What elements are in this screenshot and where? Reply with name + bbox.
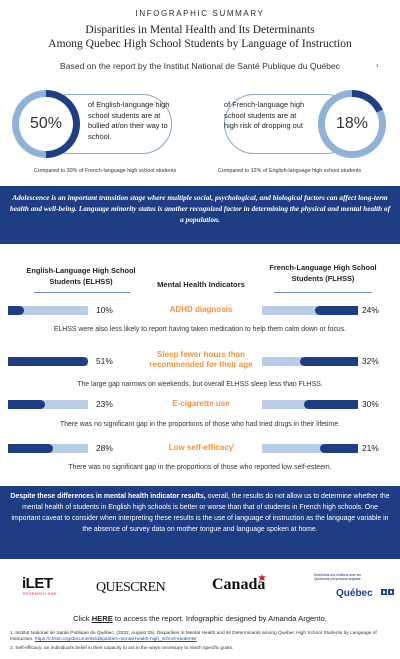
indicator-footnote-marker: 2 [232,442,235,447]
footnote-1-text: 1. Institut National de Santé Publique d… [10,631,377,643]
ilet-subtitle: RESEARCH HUB [23,592,57,596]
elhss-bar [8,444,53,453]
flhss-bar [320,444,358,453]
dropout-comparison: Compared to 12% of English-language high… [218,168,362,174]
kicker: INFOGRAPHIC SUMMARY [135,9,265,18]
intro-band: Adolescence is an important transition s… [0,186,400,244]
elhss-bar [8,357,88,366]
fleur-de-lis-icon [388,589,394,595]
flhss-percent: 32% [362,356,379,366]
bullying-stat-text: of English-language high school students… [88,100,170,141]
elhss-percent: 10% [96,305,113,315]
quebec-secretariat-text: Secrétariat aux relations avec les Québé… [314,573,361,581]
elhss-percent: 23% [96,399,113,409]
elhss-percent: 28% [96,443,113,453]
flhss-bar-track [262,306,358,315]
quebec-wordmark: Québec [336,588,373,599]
bullying-percent: 50% [19,97,73,151]
indicator-note: The large gap narrows on weekends, but o… [77,381,323,388]
footnote-2: 2. Self-efficacy: an individual's belief… [10,646,234,651]
indicator-note: ELHSS were also less likely to report ha… [53,326,347,333]
bullying-ring-chart: 50% [12,90,80,158]
bullying-comparison: Compared to 30% of French-language high … [34,168,177,174]
conclusion-band: Despite these differences in mental heal… [0,486,400,559]
flhss-percent: 30% [362,399,379,409]
report-source: Based on the report by the Institut Nati… [60,61,340,71]
page-title-line-2: Among Quebec High School Students by Lan… [48,38,352,50]
elhss-bar-track [8,400,88,409]
elhss-percent: 51% [96,356,113,366]
flhss-bar [314,306,358,315]
elhss-bar [8,400,45,409]
flhss-percent: 24% [362,305,379,315]
elhss-header-divider [34,292,130,293]
indicator-note: There was no significant gap in the prop… [60,421,340,428]
elhss-column-header: English-Language High School Students (E… [26,266,136,286]
report-footnote-marker: 1 [376,63,379,68]
dropout-ring-chart: 18% [318,90,386,158]
footnote-1-link[interactable]: https://chssn.org/documents/disparities-… [34,637,197,643]
report-link-line: Click HERE to access the report. Infogra… [0,614,400,623]
flhss-header-divider [274,292,372,293]
ilet-wordmark: iLET [22,575,53,592]
footnote-1: 1. Institut National de Santé Publique d… [10,631,396,644]
link-prefix: Click [73,614,92,623]
indicator-name: Low self-efficacy [168,443,234,452]
conclusion-body: overall, the results do not allow us to … [11,493,390,533]
flhss-column-header: French-Language High School Students (FL… [269,263,377,283]
indicator-name: E-cigarette use [172,399,230,408]
canada-wordmark: Canada [212,576,266,593]
dropout-percent: 18% [325,97,379,151]
ilet-logo: iLET RESEARCH HUB [22,575,68,601]
indicator-note: There was no significant gap in the prop… [68,464,332,471]
flhss-bar-track [262,444,358,453]
elhss-bar-track [8,306,88,315]
link-suffix: to access the report. Infographic design… [112,614,327,623]
indicator-name: Sleep fewer hours than recommended for t… [149,350,253,369]
elhss-bar [8,306,24,315]
dropout-stat-text: of French-language high school students … [224,100,305,131]
flhss-percent: 21% [362,443,379,453]
conclusion-lead: Despite these differences in mental heal… [10,493,206,500]
page-title-line-1: Disparities in Mental Health and Its Det… [85,24,315,36]
fleur-de-lis-icon [381,589,387,595]
flhss-bar [304,400,358,409]
quescren-logo: QUESCREN [96,580,166,595]
maple-leaf-icon [258,574,266,581]
indicator-name: ADHD diagnosis [169,305,233,314]
report-link[interactable]: HERE [91,614,113,623]
flhss-bar [300,357,358,366]
indicators-column-header: Mental Health Indicators [157,280,245,289]
